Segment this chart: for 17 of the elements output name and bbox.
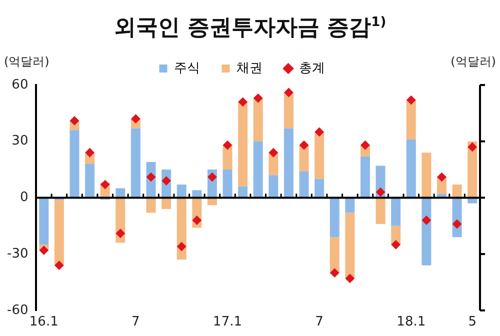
y-tick-label: -30 [7,246,28,262]
text: (억달러) [450,54,496,69]
x-tick-label: 18.1 [396,314,426,330]
legend-label: 채권 [236,60,262,76]
chart-title: 외국인 증권투자자금 증감$^{1)}$ [112,14,388,40]
y-tick-label: 30 [12,134,28,149]
text: (억달러) [4,54,50,69]
x-tick-label: 7 [315,314,324,330]
y-tick-label: -60 [7,302,28,318]
x-tick-label: 17.1 [213,314,242,330]
legend-label: 총계 [298,60,325,76]
x-tick-label: 7 [132,314,140,330]
y-tick-label: 60 [12,77,28,92]
x-tick-label: 16.1 [29,314,58,330]
x-tick-label: 5 [468,314,476,330]
y-tick-label: 0 [20,190,28,206]
legend-label: 주식 [174,60,200,76]
